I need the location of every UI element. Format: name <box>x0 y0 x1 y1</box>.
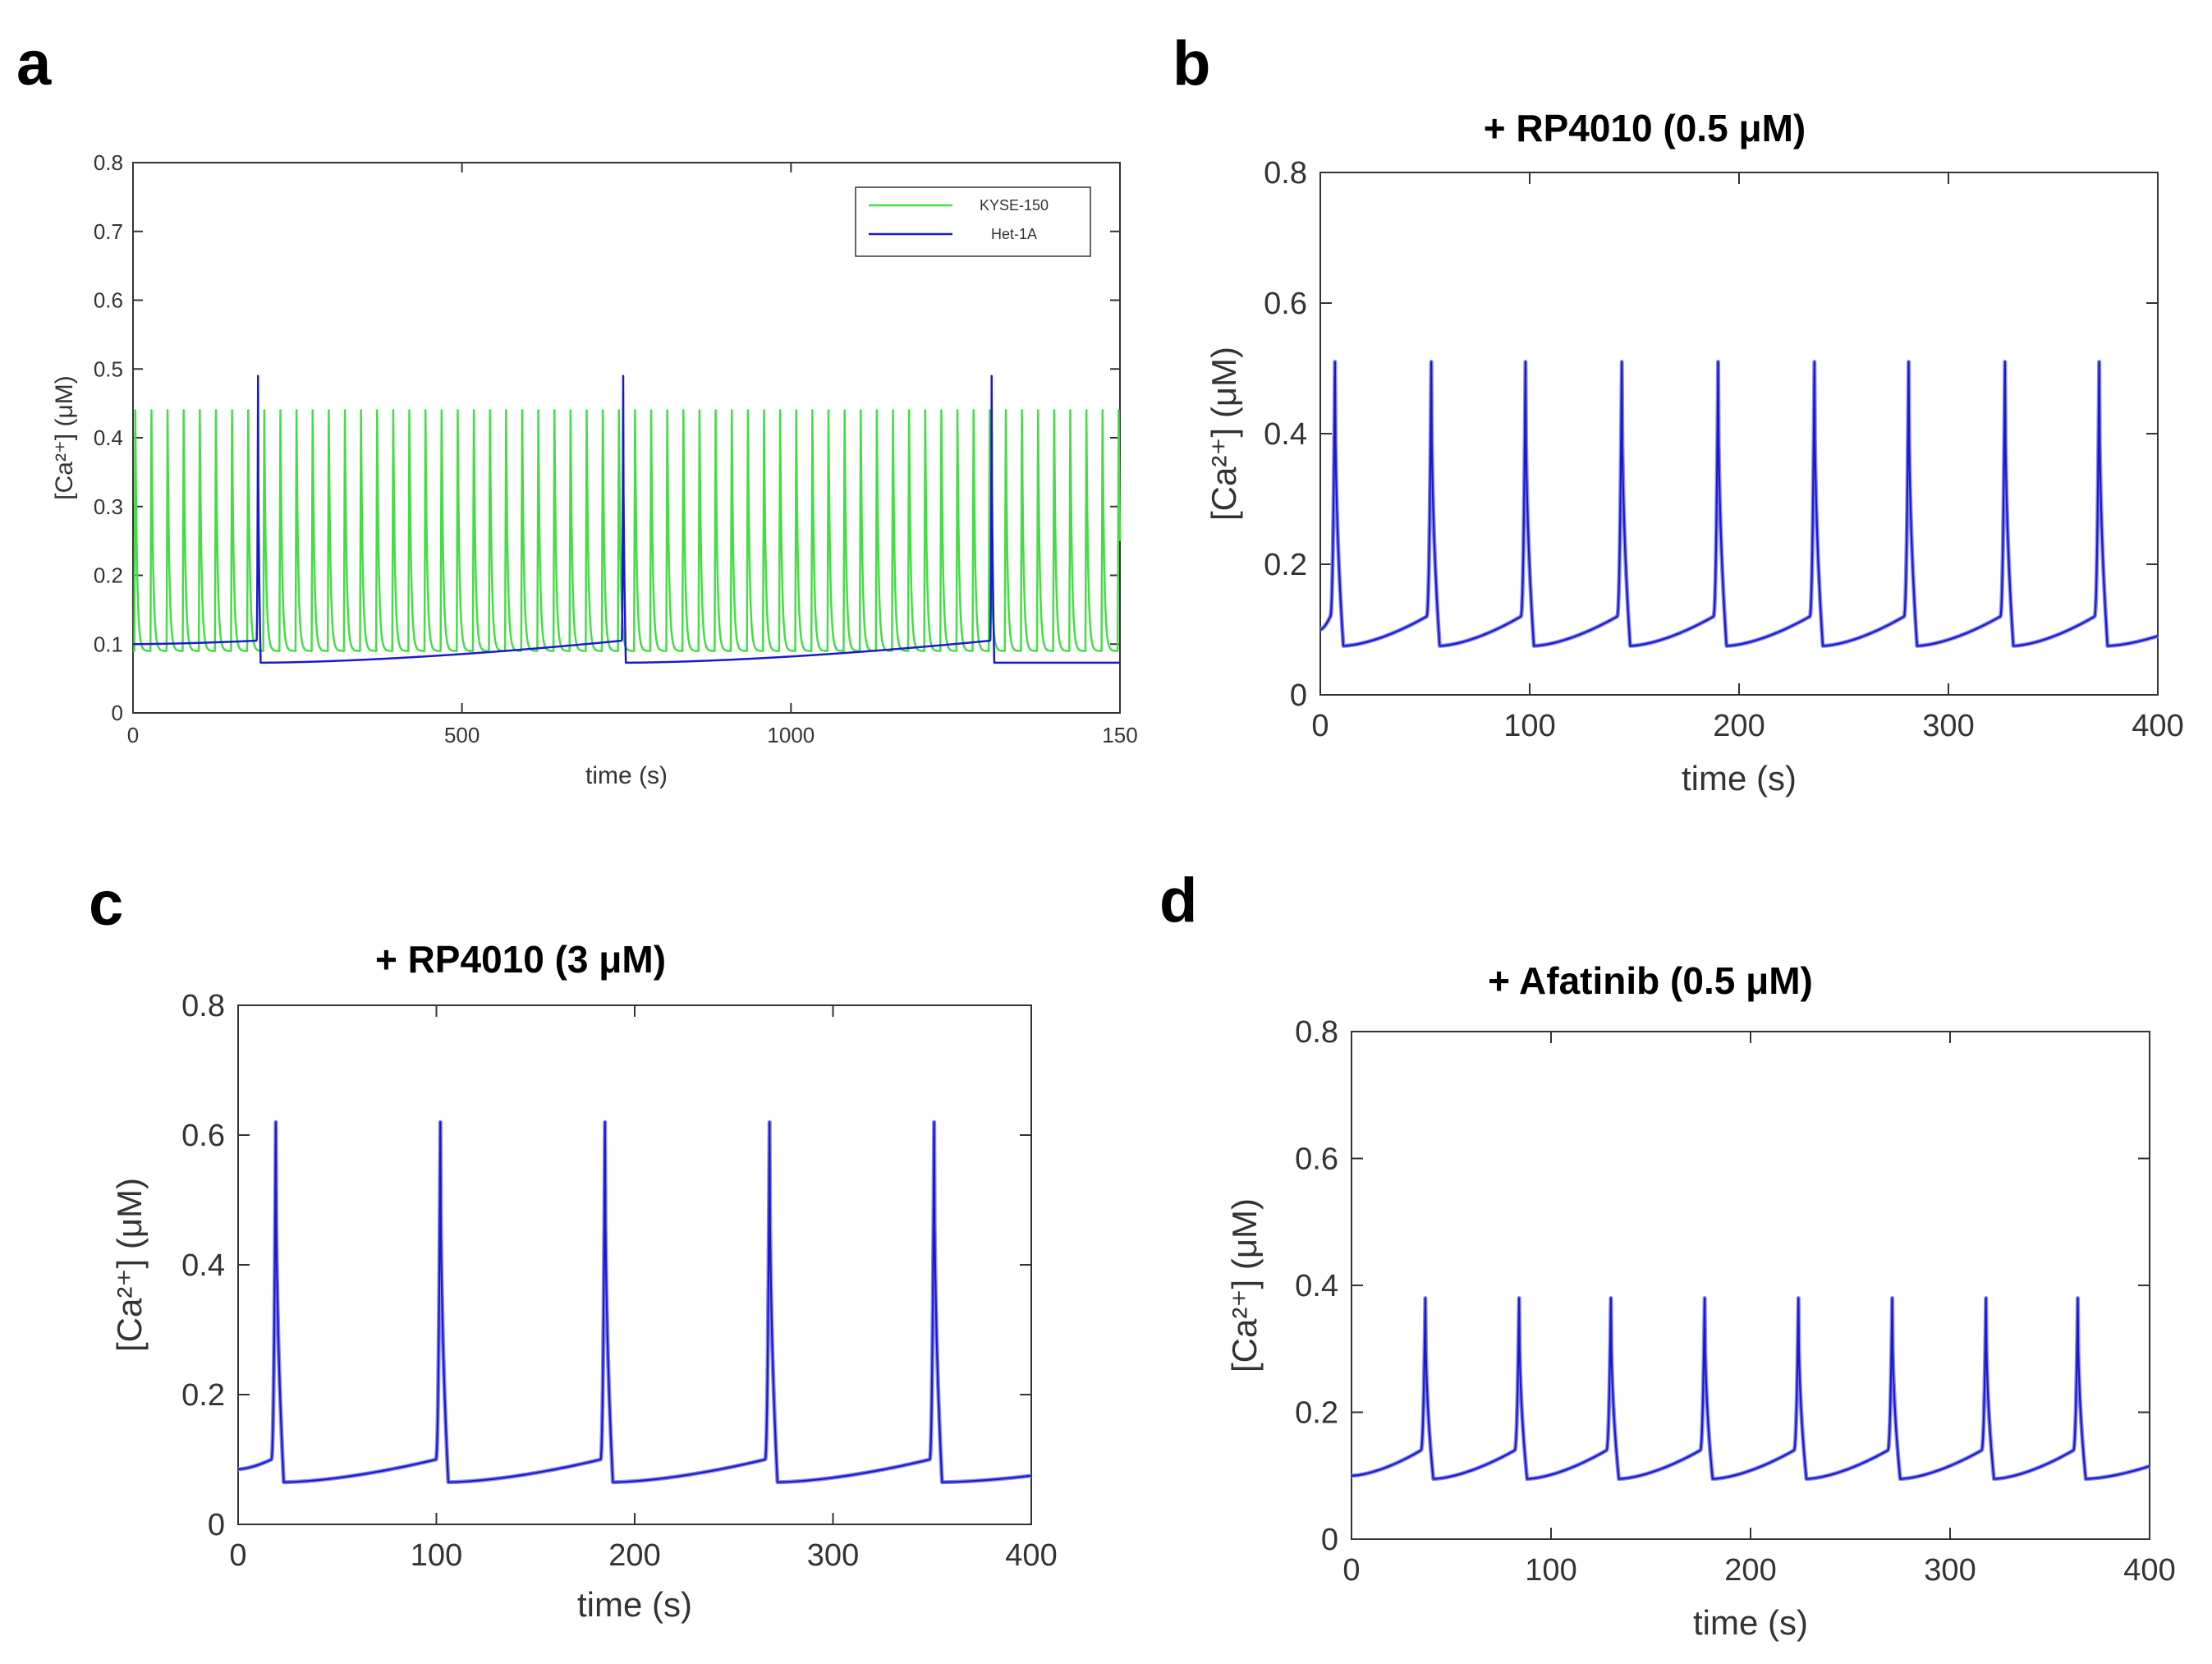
x-tick-label: 150 <box>1102 723 1137 747</box>
panel-b-title: + RP4010 (0.5 μM) <box>1484 107 1806 149</box>
panel-c-y-tick-labels: 0 0.2 0.4 0.6 0.8 <box>181 989 225 1542</box>
panel-d-series <box>1350 1295 2151 1482</box>
panel-c-x-tick-labels: 0 100 200 300 400 <box>229 1538 1057 1573</box>
panel-d-ticks <box>1351 1031 2150 1540</box>
x-tick-label: 300 <box>1922 709 1974 743</box>
panel-b-ticks <box>1319 172 2159 696</box>
x-tick-label: 300 <box>807 1538 859 1573</box>
panel-a-legend-box <box>855 186 1091 257</box>
panel-a-legend: KYSE-150 Het-1A <box>855 186 1091 257</box>
panel-a-x-tick-labels: 0 500 1000 150 <box>127 723 1138 747</box>
x-tick-label: 0 <box>229 1538 246 1573</box>
x-tick-label: 100 <box>1525 1553 1576 1588</box>
legend-label-kyse-150: KYSE-150 <box>980 197 1049 214</box>
y-tick-label: 0 <box>1321 1523 1338 1557</box>
panel-d-plot-frame <box>1351 1031 2150 1540</box>
y-tick-label: 0.7 <box>94 219 123 244</box>
y-tick-label: 0.5 <box>94 356 123 381</box>
panel-d: d + Afatinib (0.5 μM) 0 100 200 300 400 0 0.2… <box>1159 866 2176 1642</box>
x-tick-label: 0 <box>1342 1553 1360 1588</box>
y-tick-label: 0 <box>112 701 123 725</box>
y-tick-label: 0.6 <box>1295 1142 1338 1177</box>
panel-d-y-tick-labels: 0 0.2 0.4 0.6 0.8 <box>1295 1015 1338 1557</box>
x-tick-label: 500 <box>444 723 480 747</box>
panel-b-y-axis-label: [Ca²⁺] (μM) <box>1205 347 1243 521</box>
panel-b-series <box>1319 360 2159 648</box>
y-tick-label: 0.8 <box>1295 1015 1338 1050</box>
series-line-calcium <box>1351 1297 2150 1480</box>
panel-d-x-axis-label: time (s) <box>1693 1603 1808 1642</box>
panel-a-y-axis-label: [Ca²⁺] (μM) <box>51 375 78 499</box>
y-tick-label: 0.4 <box>181 1248 225 1283</box>
panel-d-y-axis-label: [Ca²⁺] (μM) <box>1225 1198 1264 1372</box>
x-tick-label: 200 <box>1724 1553 1776 1588</box>
y-tick-label: 0.6 <box>94 288 123 313</box>
panel-a-series <box>132 375 1122 664</box>
y-tick-label: 0.4 <box>1295 1269 1338 1303</box>
y-tick-label: 0.2 <box>181 1378 225 1413</box>
y-tick-label: 0.8 <box>94 150 123 175</box>
x-tick-label: 0 <box>127 723 139 747</box>
legend-label-het-1a: Het-1A <box>991 226 1037 242</box>
y-tick-label: 0 <box>1290 678 1307 713</box>
y-tick-label: 0.2 <box>1264 548 1307 582</box>
panel-c-ticks <box>237 1004 1032 1525</box>
panel-a-y-tick-labels: 0 0.1 0.2 0.3 0.4 0.5 0.6 0.7 0.8 <box>94 150 123 725</box>
panel-d-letter: d <box>1159 866 1197 935</box>
panel-b-x-axis-label: time (s) <box>1682 759 1797 798</box>
y-tick-label: 0.4 <box>1264 417 1307 452</box>
y-tick-label: 0.2 <box>1295 1396 1338 1431</box>
y-tick-label: 0.3 <box>94 494 123 519</box>
y-tick-label: 0 <box>208 1508 225 1542</box>
x-tick-label: 200 <box>1713 709 1765 743</box>
panel-b-y-tick-labels: 0 0.2 0.4 0.6 0.8 <box>1264 156 1307 713</box>
panel-c-series <box>236 1119 1033 1485</box>
panel-b-x-tick-labels: 0 100 200 300 400 <box>1311 709 2183 743</box>
y-tick-label: 0.6 <box>1264 287 1307 321</box>
panel-b: b + RP4010 (0.5 μM) 0 100 200 300 400 0 0.2 0.… <box>1173 29 2184 798</box>
panel-c-y-axis-label: [Ca²⁺] (μM) <box>110 1178 149 1352</box>
x-tick-label: 0 <box>1311 709 1329 743</box>
series-line-calcium <box>237 1121 1032 1483</box>
y-tick-label: 0.6 <box>181 1119 225 1153</box>
x-tick-label: 200 <box>608 1538 660 1573</box>
y-tick-label: 0.4 <box>94 425 123 450</box>
panel-d-x-tick-labels: 0 100 200 300 400 <box>1342 1553 2175 1588</box>
x-tick-label: 100 <box>411 1538 462 1573</box>
panel-c: c + RP4010 (3 μM) 0 100 200 300 400 00.20.40… <box>89 869 1058 1624</box>
series-line-calcium <box>1319 361 2159 647</box>
panel-b-letter: b <box>1173 29 1210 99</box>
x-tick-label: 400 <box>2123 1553 2175 1588</box>
panel-c-plot-frame <box>237 1004 1032 1525</box>
y-tick-label: 0.1 <box>94 632 123 656</box>
x-tick-label: 300 <box>1924 1553 1976 1588</box>
y-tick-label: 0.2 <box>94 563 123 588</box>
panel-d-title: + Afatinib (0.5 μM) <box>1488 959 1813 1002</box>
y-tick-label: 0.8 <box>1264 156 1307 191</box>
x-tick-label: 1000 <box>767 723 815 747</box>
x-tick-label: 400 <box>2132 709 2183 743</box>
panel-c-title: + RP4010 (3 μM) <box>375 938 666 981</box>
panel-a: a 0 500 1000 150 00.10.20.30.40.50.60.70.8 … <box>16 29 1138 789</box>
panel-a-x-axis-label: time (s) <box>585 762 668 789</box>
series-line-het-1a <box>132 375 1121 664</box>
x-tick-label: 100 <box>1503 709 1555 743</box>
panel-c-x-axis-label: time (s) <box>577 1585 692 1624</box>
panel-c-letter: c <box>89 869 123 939</box>
panel-b-plot-frame <box>1319 172 2159 696</box>
y-tick-label: 0.8 <box>181 989 225 1023</box>
panel-a-letter: a <box>16 29 52 99</box>
x-tick-label: 400 <box>1005 1538 1057 1573</box>
